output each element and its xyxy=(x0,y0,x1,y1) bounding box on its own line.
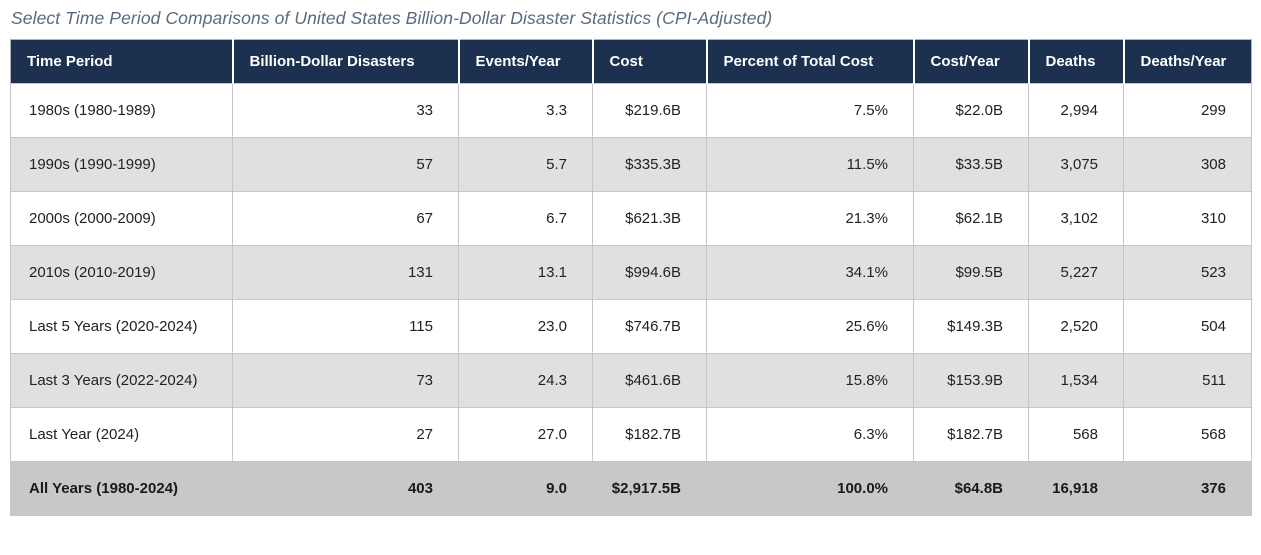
time-period-cell: All Years (1980-2024) xyxy=(10,461,233,516)
table-row: 2010s (2010-2019) 131 13.1 $994.6B 34.1% $99.… xyxy=(10,245,1252,300)
table-total-row: All Years (1980-2024) 403 9.0 $2,917.5B 100.… xyxy=(10,461,1252,516)
value-cell-billion-dollar-disasters: 403 xyxy=(232,461,459,516)
page-title: Select Time Period Comparisons of United… xyxy=(11,8,773,28)
value-cell-cost-year: $22.0B xyxy=(913,83,1029,138)
value-cell-deaths: 568 xyxy=(1028,407,1124,462)
table-row: Last 3 Years (2022-2024) 73 24.3 $461.6B 15.… xyxy=(10,353,1252,408)
table-row: Last 5 Years (2020-2024) 115 23.0 $746.7B 25… xyxy=(10,299,1252,354)
value-cell-cost-year: $33.5B xyxy=(913,137,1029,192)
value-cell-deaths-year: 310 xyxy=(1123,191,1252,246)
time-period-cell: 2010s (2010-2019) xyxy=(10,245,233,300)
value-cell-deaths-year: 511 xyxy=(1123,353,1252,408)
value-cell-percent-of-total-cost: 11.5% xyxy=(706,137,914,192)
value-cell-deaths: 3,102 xyxy=(1028,191,1124,246)
value-cell-billion-dollar-disasters: 33 xyxy=(232,83,459,138)
table-row: 1980s (1980-1989) 33 3.3 $219.6B 7.5% $22.0B 2… xyxy=(10,83,1252,138)
time-period-cell: Last 3 Years (2022-2024) xyxy=(10,353,233,408)
value-cell-deaths: 2,520 xyxy=(1028,299,1124,354)
value-cell-events-year: 24.3 xyxy=(458,353,593,408)
disaster-statistics-table: Time Period Billion-Dollar Disasters Event… xyxy=(10,39,1252,516)
value-cell-events-year: 9.0 xyxy=(458,461,593,516)
value-cell-deaths-year: 299 xyxy=(1123,83,1252,138)
value-cell-cost: $994.6B xyxy=(592,245,707,300)
value-cell-events-year: 23.0 xyxy=(458,299,593,354)
table-header-row: Time Period Billion-Dollar Disasters Event… xyxy=(10,39,1252,84)
value-cell-deaths-year: 504 xyxy=(1123,299,1252,354)
value-cell-events-year: 6.7 xyxy=(458,191,593,246)
value-cell-deaths-year: 376 xyxy=(1123,461,1252,516)
header-cell-time-period: Time Period xyxy=(10,39,234,84)
value-cell-cost-year: $149.3B xyxy=(913,299,1029,354)
value-cell-cost-year: $64.8B xyxy=(913,461,1029,516)
value-cell-deaths-year: 308 xyxy=(1123,137,1252,192)
time-period-cell: 2000s (2000-2009) xyxy=(10,191,233,246)
value-cell-percent-of-total-cost: 25.6% xyxy=(706,299,914,354)
header-cell-deaths-year: Deaths/Year xyxy=(1123,39,1252,84)
value-cell-percent-of-total-cost: 6.3% xyxy=(706,407,914,462)
value-cell-cost-year: $62.1B xyxy=(913,191,1029,246)
value-cell-billion-dollar-disasters: 131 xyxy=(232,245,459,300)
value-cell-cost-year: $153.9B xyxy=(913,353,1029,408)
value-cell-cost: $746.7B xyxy=(592,299,707,354)
value-cell-deaths: 1,534 xyxy=(1028,353,1124,408)
table-body: 1980s (1980-1989) 33 3.3 $219.6B 7.5% $22.0B 2… xyxy=(10,83,1252,516)
value-cell-percent-of-total-cost: 15.8% xyxy=(706,353,914,408)
value-cell-billion-dollar-disasters: 115 xyxy=(232,299,459,354)
header-cell-billion-dollar-disasters: Billion-Dollar Disasters xyxy=(232,39,460,84)
header-cell-events-year: Events/Year xyxy=(458,39,594,84)
table-row: Last Year (2024) 27 27.0 $182.7B 6.3% $182.7B… xyxy=(10,407,1252,462)
header-cell-cost: Cost xyxy=(592,39,708,84)
value-cell-events-year: 5.7 xyxy=(458,137,593,192)
value-cell-cost: $335.3B xyxy=(592,137,707,192)
table-row: 2000s (2000-2009) 67 6.7 $621.3B 21.3% $62.1B… xyxy=(10,191,1252,246)
value-cell-percent-of-total-cost: 21.3% xyxy=(706,191,914,246)
table-row: 1990s (1990-1999) 57 5.7 $335.3B 11.5% $33.5B… xyxy=(10,137,1252,192)
value-cell-events-year: 3.3 xyxy=(458,83,593,138)
value-cell-cost: $621.3B xyxy=(592,191,707,246)
value-cell-billion-dollar-disasters: 57 xyxy=(232,137,459,192)
value-cell-cost: $2,917.5B xyxy=(592,461,707,516)
value-cell-cost: $219.6B xyxy=(592,83,707,138)
value-cell-billion-dollar-disasters: 27 xyxy=(232,407,459,462)
value-cell-billion-dollar-disasters: 73 xyxy=(232,353,459,408)
header-cell-deaths: Deaths xyxy=(1028,39,1125,84)
time-period-cell: Last 5 Years (2020-2024) xyxy=(10,299,233,354)
value-cell-cost: $461.6B xyxy=(592,353,707,408)
value-cell-deaths: 3,075 xyxy=(1028,137,1124,192)
header-cell-percent-of-total-cost: Percent of Total Cost xyxy=(706,39,915,84)
time-period-cell: 1990s (1990-1999) xyxy=(10,137,233,192)
value-cell-deaths-year: 568 xyxy=(1123,407,1252,462)
value-cell-events-year: 27.0 xyxy=(458,407,593,462)
value-cell-percent-of-total-cost: 100.0% xyxy=(706,461,914,516)
value-cell-cost-year: $99.5B xyxy=(913,245,1029,300)
value-cell-deaths: 2,994 xyxy=(1028,83,1124,138)
value-cell-deaths: 16,918 xyxy=(1028,461,1124,516)
time-period-cell: 1980s (1980-1989) xyxy=(10,83,233,138)
value-cell-billion-dollar-disasters: 67 xyxy=(232,191,459,246)
header-cell-cost-year: Cost/Year xyxy=(913,39,1030,84)
value-cell-percent-of-total-cost: 34.1% xyxy=(706,245,914,300)
value-cell-deaths-year: 523 xyxy=(1123,245,1252,300)
value-cell-percent-of-total-cost: 7.5% xyxy=(706,83,914,138)
value-cell-events-year: 13.1 xyxy=(458,245,593,300)
value-cell-cost-year: $182.7B xyxy=(913,407,1029,462)
time-period-cell: Last Year (2024) xyxy=(10,407,233,462)
value-cell-deaths: 5,227 xyxy=(1028,245,1124,300)
value-cell-cost: $182.7B xyxy=(592,407,707,462)
